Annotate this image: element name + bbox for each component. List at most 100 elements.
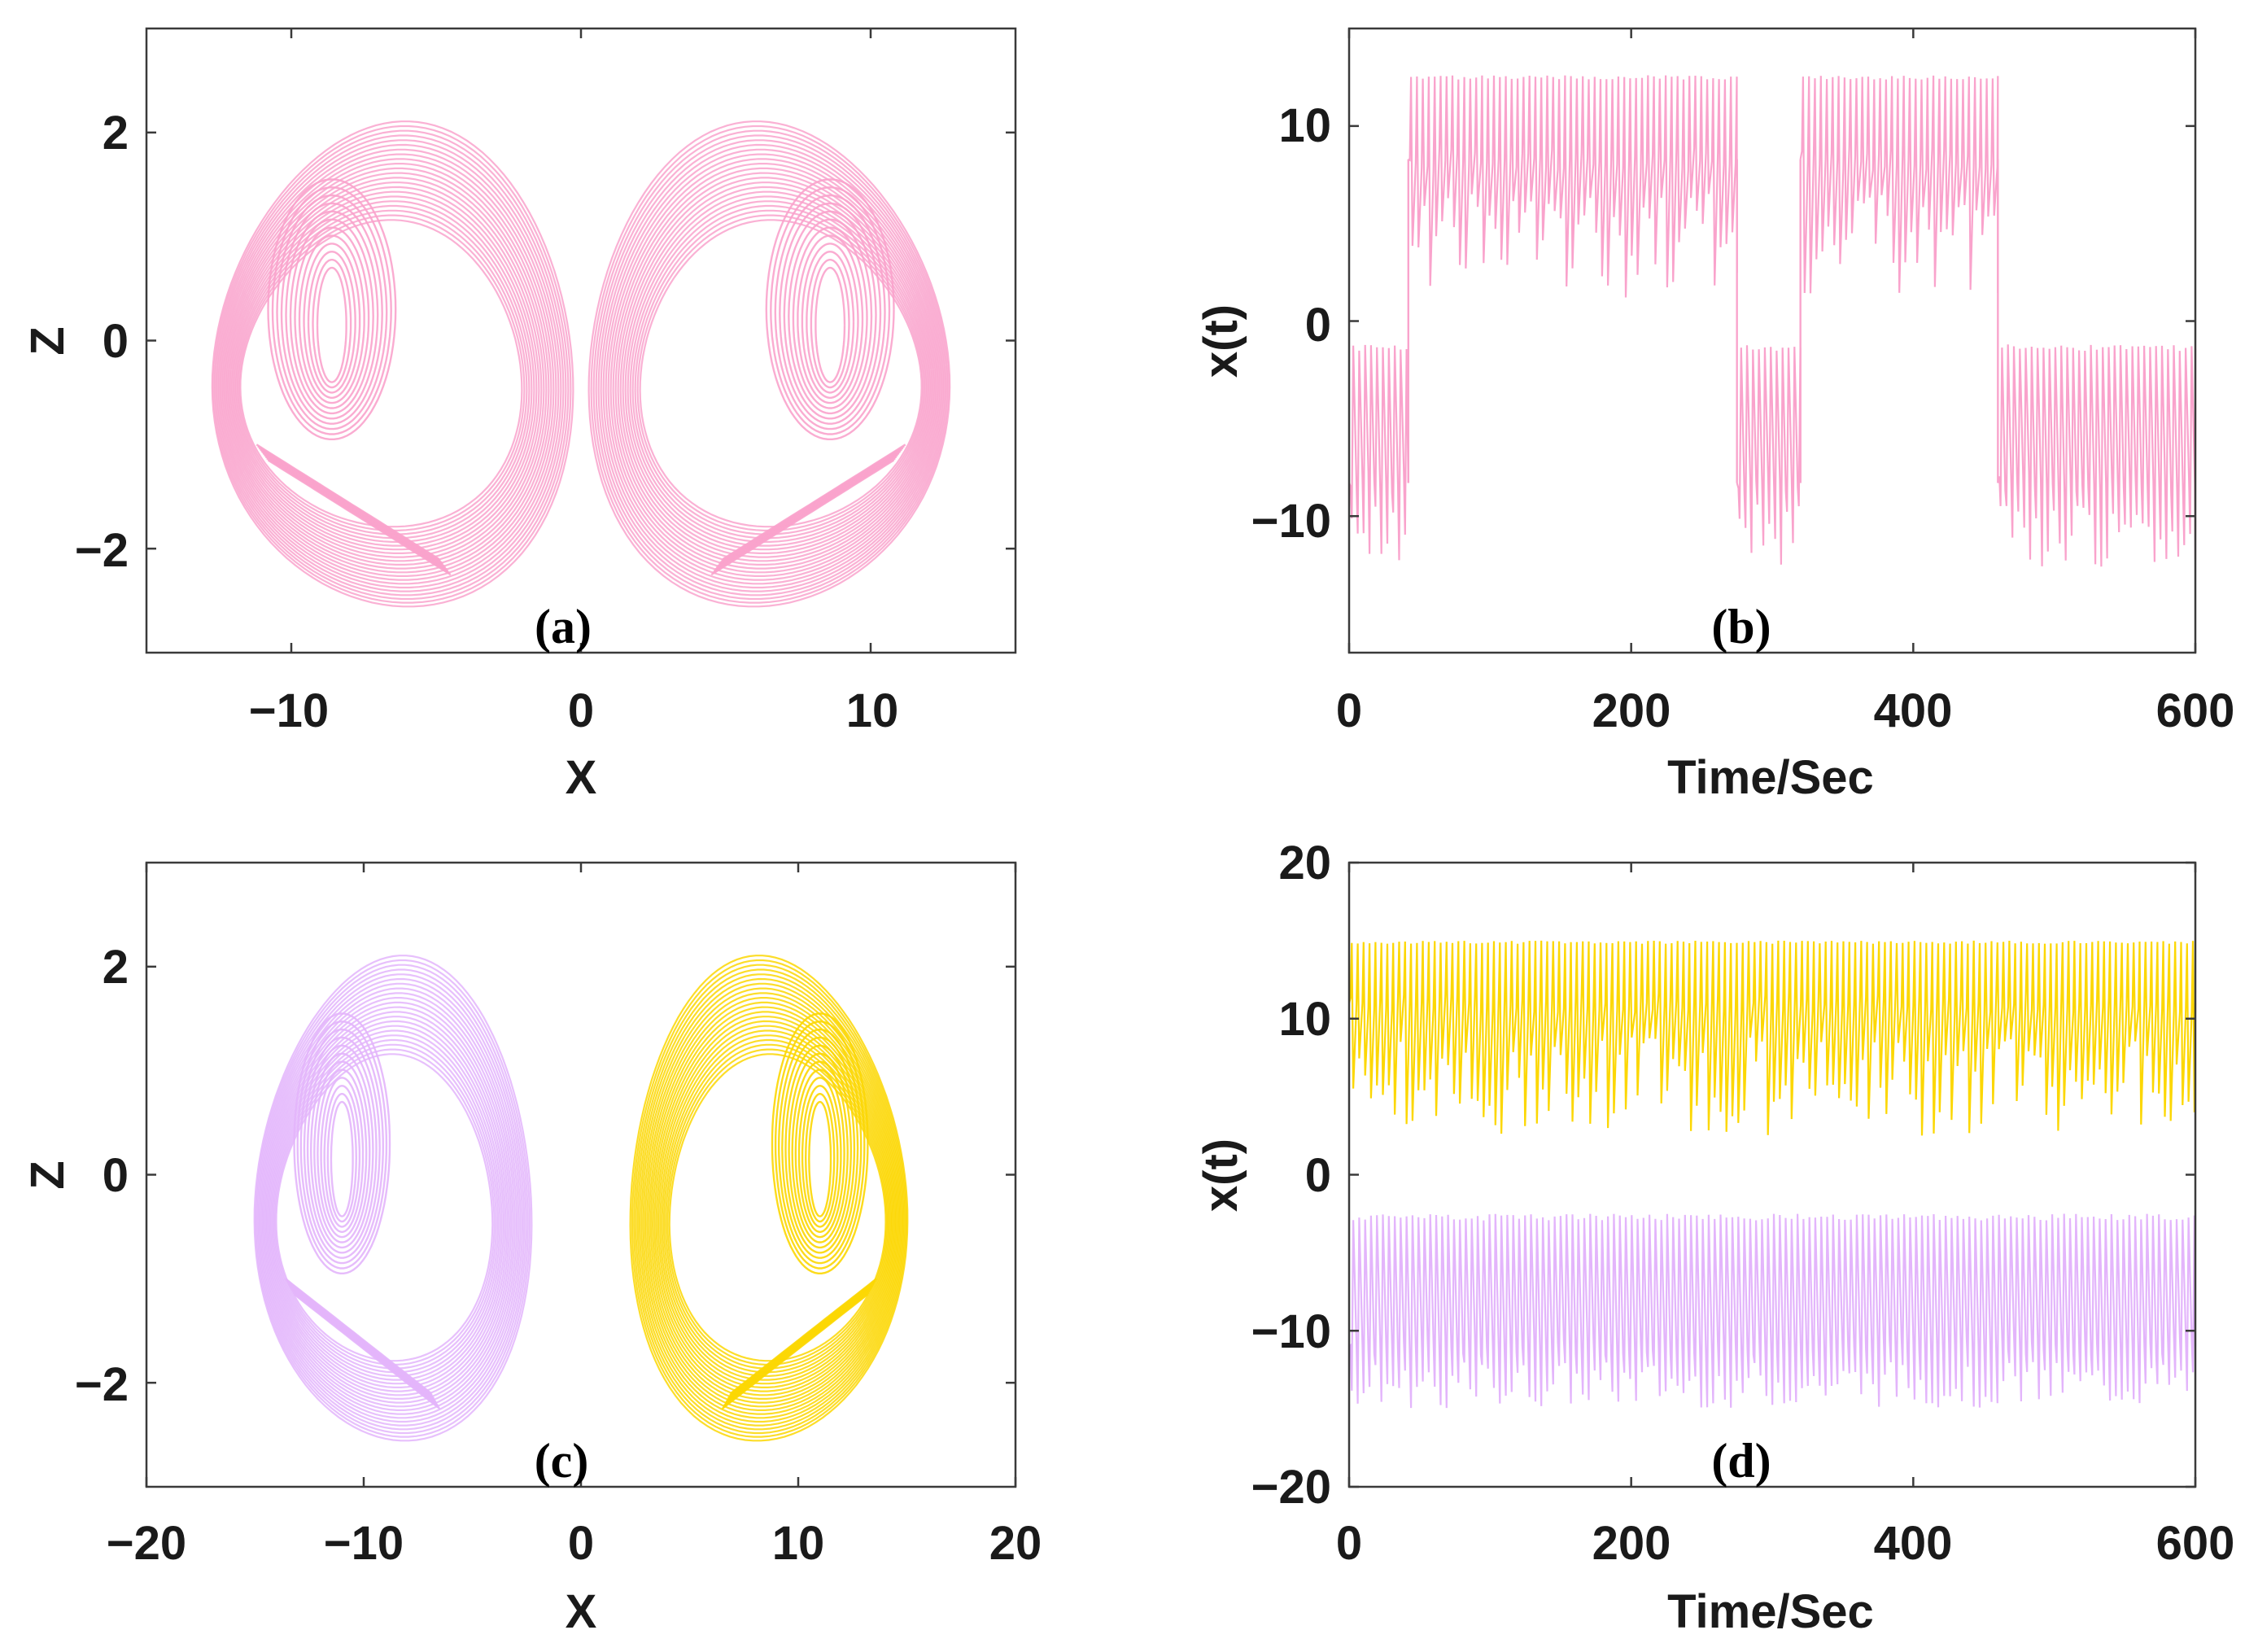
panel-c-y-axis-label: Z — [21, 1160, 74, 1189]
panel-a-xtick-label: 0 — [568, 684, 594, 737]
attractor-scroll-loop — [323, 1085, 361, 1228]
attractor-orbit — [633, 964, 906, 1435]
attractor-scroll-loop — [777, 1028, 863, 1265]
attractor-orbit — [236, 209, 528, 535]
panel-d-plot-area — [1347, 940, 2197, 1409]
attractor-orbit — [256, 968, 527, 1431]
attractor-orbit — [629, 200, 928, 544]
panel-d-xtick-label: 400 — [1874, 1517, 1953, 1570]
attractor-scroll-loop — [801, 1085, 839, 1228]
attractor-scroll-loop — [810, 259, 850, 389]
attractor-scroll-loop — [313, 1060, 371, 1243]
attractor-orbit — [631, 204, 927, 540]
attractor-orbit — [602, 148, 943, 585]
time-series-line — [1408, 75, 1738, 298]
panel-d-ytick-label: 20 — [1278, 837, 1331, 889]
attractor-branch — [267, 459, 452, 576]
panel-d-xtick-label: 200 — [1592, 1517, 1671, 1570]
attractor-orbit — [223, 163, 552, 574]
panel-b-y-axis-label: x(t) — [1195, 304, 1247, 378]
attractor-scroll-loop — [788, 1052, 852, 1249]
attractor-orbit — [614, 172, 937, 566]
attractor-orbit — [624, 190, 931, 551]
attractor-orbit — [595, 134, 947, 597]
time-series-line — [1736, 345, 1802, 565]
attractor-scroll-loop — [289, 218, 374, 415]
attractor-orbit — [631, 959, 908, 1438]
attractor-scroll-loop — [296, 1020, 388, 1270]
attractor-scroll-loop — [792, 226, 868, 409]
attractor-orbit — [212, 125, 572, 604]
attractor-orbit — [213, 129, 570, 601]
attractor-orbit — [636, 214, 924, 532]
panel-c-x-axis-label: X — [566, 1585, 597, 1638]
attractor-orbit — [655, 1020, 894, 1389]
panel-b-label: (b) — [1711, 600, 1771, 653]
panel-a-x-axis-label: X — [566, 751, 597, 804]
panel-c-xtick-label: 10 — [772, 1517, 825, 1570]
panel-b-xtick-label: 0 — [1336, 684, 1362, 737]
attractor-scroll-loop — [797, 1077, 842, 1234]
time-series-line — [1347, 940, 2197, 1136]
attractor-scroll-loop — [801, 243, 859, 399]
attractor-orbit — [275, 1053, 494, 1362]
panel-b-ticks — [1347, 28, 2197, 653]
panel-a-xtick-label: 10 — [846, 684, 899, 737]
attractor-scroll-loop — [303, 243, 361, 399]
attractor-scroll-loop — [312, 259, 352, 389]
panel-a-y-axis-label: Z — [21, 326, 74, 355]
attractor-scroll-loop — [317, 1069, 368, 1239]
attractor-orbit — [254, 959, 531, 1438]
attractor-branch — [293, 1293, 441, 1410]
panel-b-time-series: 0 200 400 600 −10 0 10 Time/Sec x(t) (b) — [1195, 27, 2234, 804]
attractor-scroll-loop — [774, 194, 886, 430]
panel-b-ytick-label: 0 — [1305, 299, 1331, 352]
panel-c-ytick-label: −2 — [75, 1358, 129, 1411]
panel-a-ytick-label: 0 — [103, 315, 129, 368]
attractor-orbit — [587, 120, 951, 608]
attractor-scroll-loop — [788, 218, 873, 415]
attractor-scroll-loop — [779, 202, 882, 425]
attractor-scroll-loop — [771, 1012, 869, 1275]
attractor-orbit — [255, 964, 529, 1435]
panel-d-label: (d) — [1711, 1434, 1771, 1488]
attractor-orbit — [592, 129, 949, 601]
attractor-orbit — [257, 973, 526, 1427]
panel-b-ytick-label: 10 — [1278, 99, 1331, 152]
panel-a-ytick-label: −2 — [75, 524, 129, 577]
panel-a-phase-portrait: −10 0 10 −2 0 2 X Z (a) — [21, 27, 1017, 804]
attractor-branch — [721, 1293, 869, 1410]
attractor-orbit — [225, 172, 548, 566]
attractor-scroll-loop — [765, 178, 895, 440]
attractor-orbit — [234, 200, 533, 544]
attractor-orbit — [605, 153, 941, 581]
attractor-scroll-loop — [310, 1052, 374, 1249]
attractor-scroll-loop — [285, 210, 379, 420]
panel-b-xtick-label: 200 — [1592, 684, 1671, 737]
attractor-orbit — [216, 139, 565, 592]
attractor-scroll-loop — [294, 226, 370, 409]
attractor-orbit — [634, 209, 926, 535]
attractor-scroll-loop — [791, 1060, 849, 1243]
panel-d-xtick-label: 600 — [2156, 1517, 2235, 1570]
attractor-scroll-loop — [774, 1020, 866, 1270]
attractor-scroll-loop — [784, 1044, 856, 1254]
attractor-scroll-loop — [804, 1092, 836, 1223]
panel-a-ticks — [146, 28, 1015, 653]
attractor-scroll-loop — [794, 1069, 845, 1239]
attractor-orbit — [265, 1011, 511, 1396]
attractor-scroll-loop — [316, 266, 347, 383]
panel-c-xtick-label: 0 — [568, 1517, 594, 1570]
panel-d-ytick-label: −10 — [1251, 1305, 1331, 1358]
panel-d-y-axis-label: x(t) — [1195, 1138, 1247, 1212]
attractor-orbit — [217, 143, 562, 589]
panel-a-label: (a) — [535, 600, 592, 653]
panel-b-xtick-label: 400 — [1874, 684, 1953, 737]
attractor-orbit — [231, 190, 538, 551]
attractor-orbit — [274, 1048, 496, 1366]
panel-c-plot-area — [253, 955, 909, 1442]
attractor-scroll-loop — [770, 186, 891, 435]
panel-d-ytick-label: 0 — [1305, 1149, 1331, 1202]
attractor-scroll-loop — [267, 178, 397, 440]
